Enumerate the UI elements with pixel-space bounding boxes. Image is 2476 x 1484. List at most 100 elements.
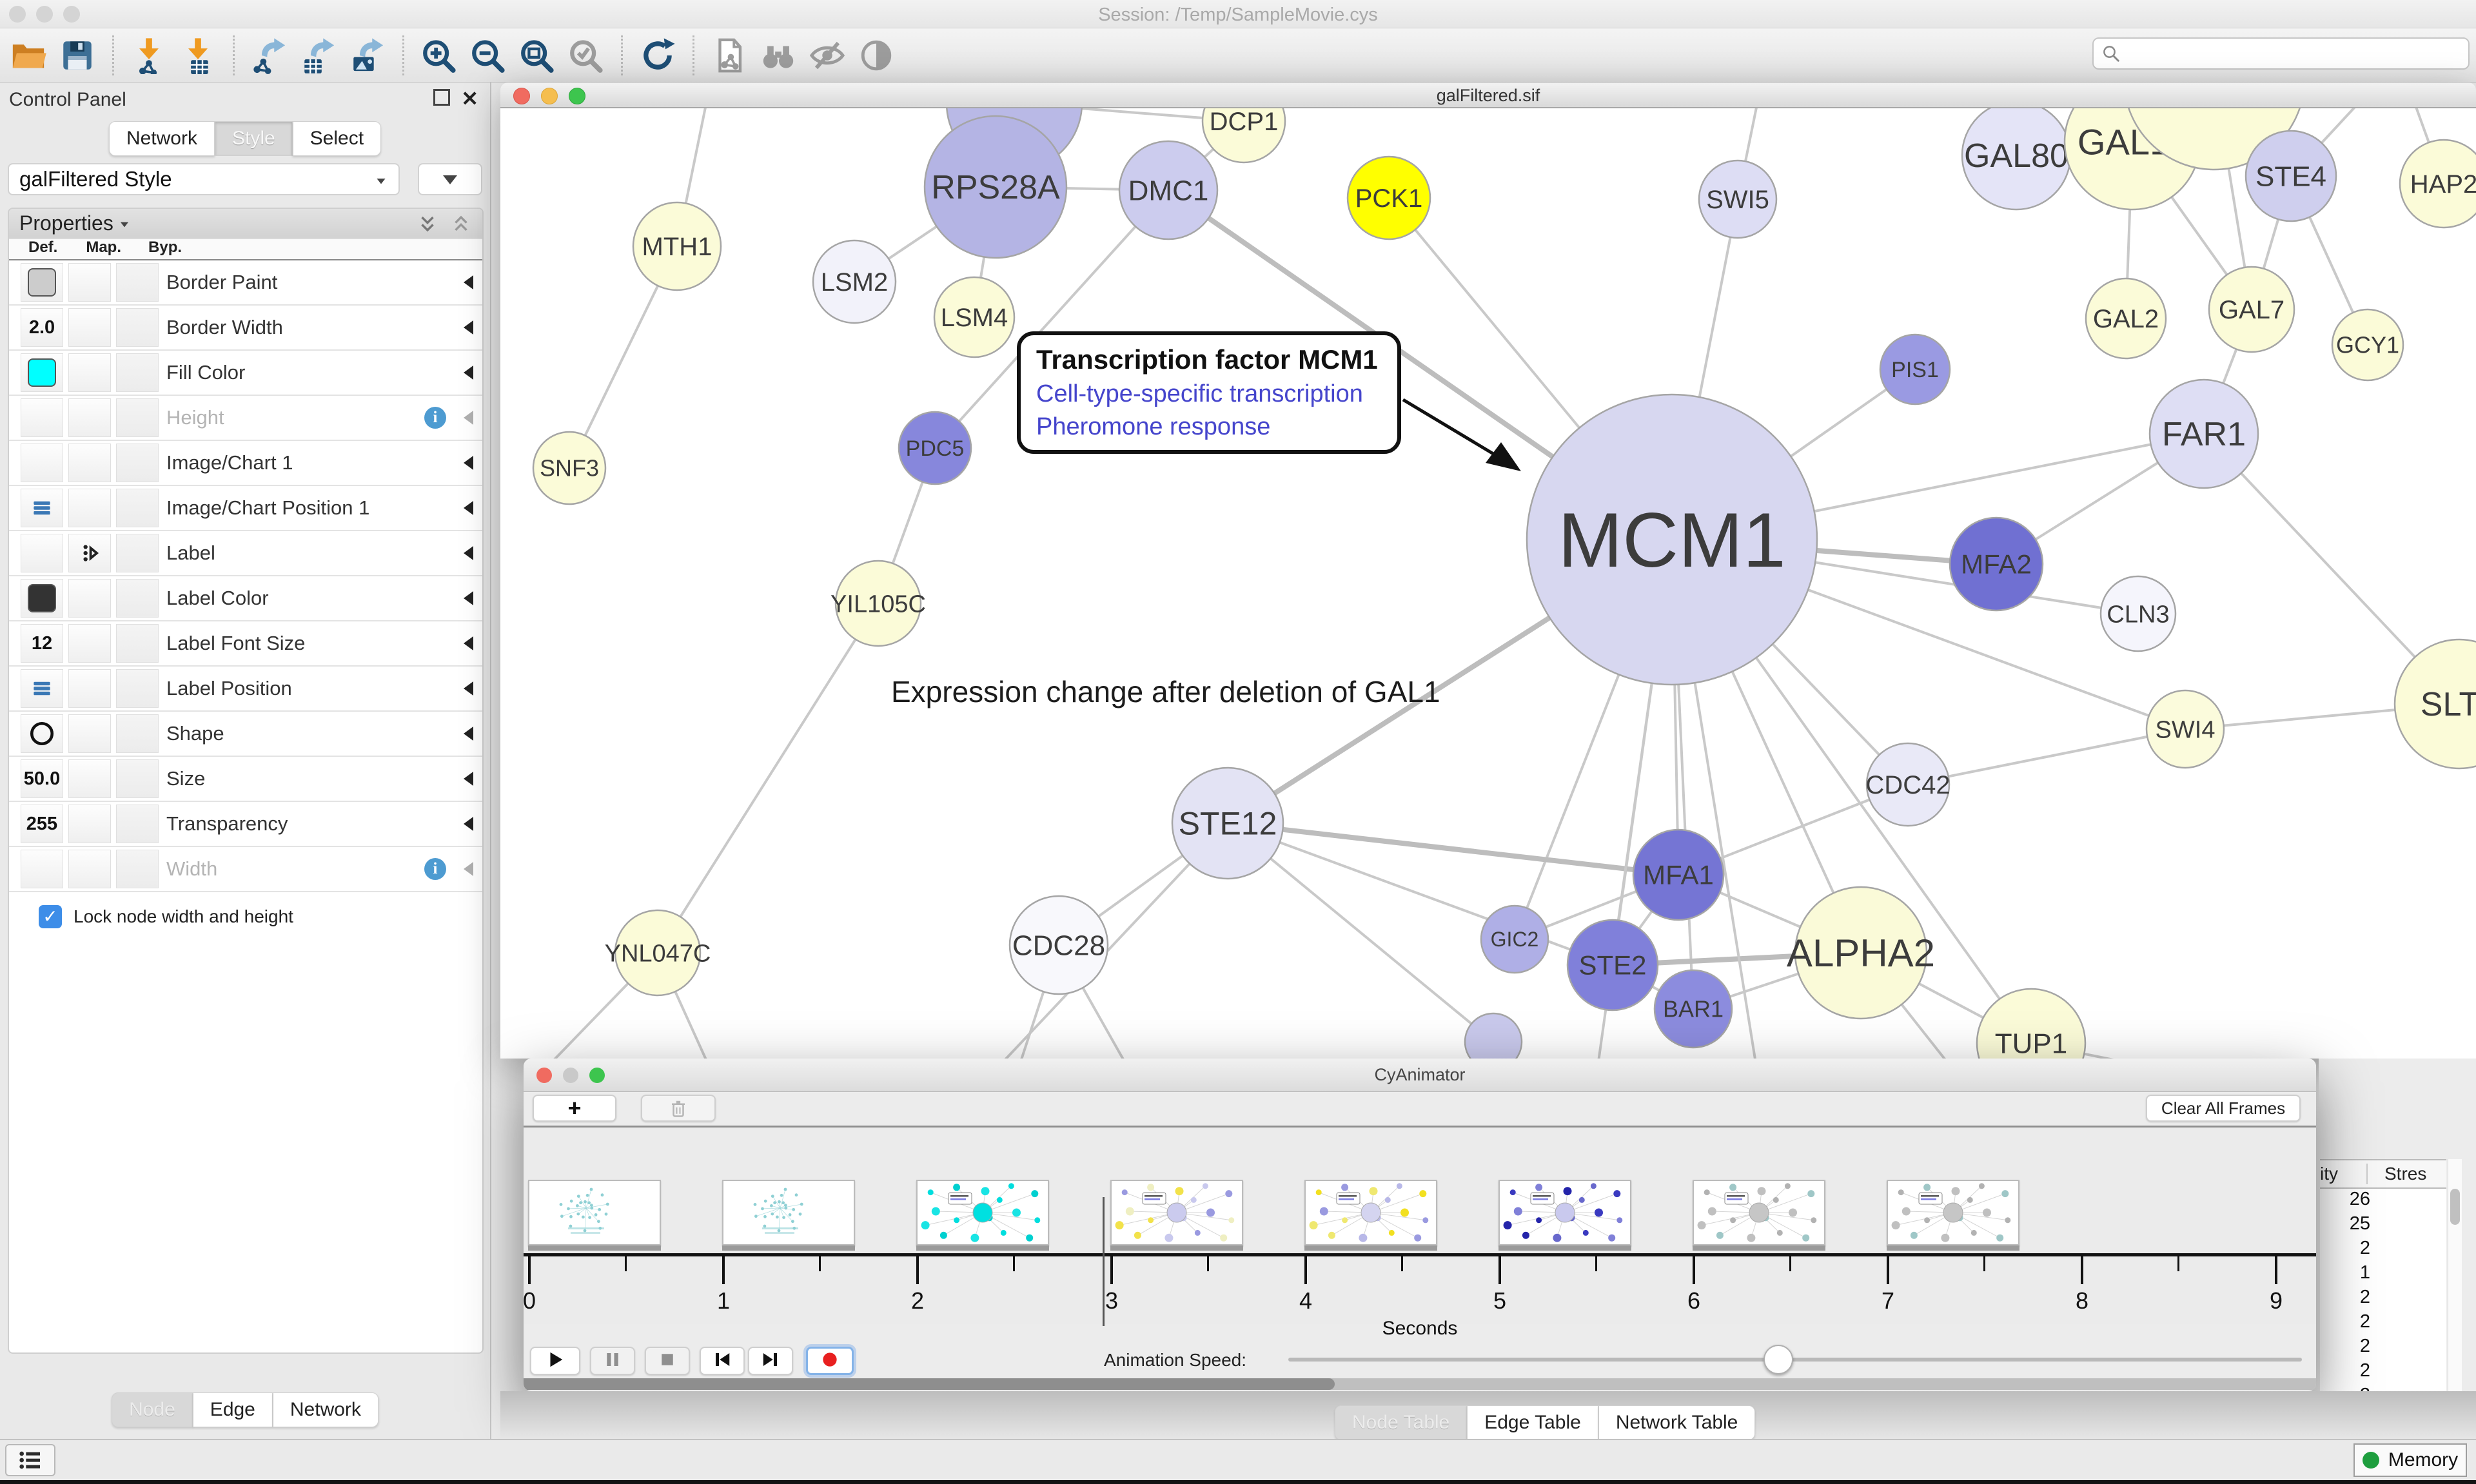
node-table-header[interactable]: ity Stres — [2320, 1160, 2446, 1189]
property-row-size[interactable]: 50.0 Size — [9, 757, 482, 802]
panel-menu-button[interactable] — [5, 1444, 55, 1476]
node-pdc5[interactable] — [898, 411, 972, 485]
expand-all-icon[interactable] — [417, 213, 438, 235]
node-lsm2[interactable] — [812, 239, 897, 324]
bypass-cell[interactable] — [116, 714, 159, 753]
close-window-icon[interactable] — [536, 1068, 552, 1083]
animation-frame-6[interactable] — [1693, 1180, 1825, 1251]
skip-start-button[interactable] — [700, 1347, 745, 1375]
node-alpha2[interactable] — [1794, 886, 1928, 1020]
tab-network-table[interactable]: Network Table — [1598, 1405, 1756, 1440]
default-value-cell[interactable]: 50.0 — [21, 759, 63, 798]
property-row-height[interactable]: Height i — [9, 396, 482, 441]
animation-frame-3[interactable] — [1110, 1180, 1243, 1251]
default-value-cell[interactable] — [21, 579, 63, 618]
slider-thumb[interactable] — [1764, 1345, 1793, 1374]
table-row[interactable]: 26 — [2349, 1189, 2370, 1209]
bypass-cell[interactable] — [116, 489, 159, 527]
edge-cdc42-swi4[interactable] — [1907, 728, 2186, 786]
cyanimator-titlebar[interactable]: CyAnimator — [524, 1059, 2316, 1092]
property-row-transparency[interactable]: 255 Transparency — [9, 802, 482, 847]
style-selector[interactable]: galFiltered Style — [8, 163, 400, 195]
node-mfa2[interactable] — [1949, 516, 2044, 612]
bypass-cell[interactable] — [116, 759, 159, 798]
tab-edge[interactable]: Edge — [192, 1392, 273, 1427]
bypass-cell[interactable] — [116, 444, 159, 482]
hide-details-button[interactable] — [806, 34, 849, 77]
node-cdc42[interactable] — [1865, 742, 1950, 827]
close-window-icon[interactable] — [9, 6, 26, 23]
property-row-image-chart-position-1[interactable]: Image/Chart Position 1 — [9, 486, 482, 531]
find-button[interactable] — [757, 34, 800, 77]
node-dmc1[interactable] — [1118, 140, 1219, 240]
scrollbar-thumb[interactable] — [524, 1378, 1335, 1390]
bypass-cell[interactable] — [116, 308, 159, 347]
apply-layout-button[interactable] — [636, 34, 679, 77]
play-button[interactable] — [530, 1347, 580, 1375]
record-button[interactable] — [806, 1347, 854, 1375]
node-swi4[interactable] — [2145, 689, 2225, 769]
property-row-width[interactable]: Width i — [9, 847, 482, 892]
node-slt2[interactable] — [2393, 638, 2476, 770]
minimize-window-icon[interactable] — [36, 6, 53, 23]
node-pis1[interactable] — [1879, 333, 1951, 405]
window-traffic-lights[interactable] — [9, 6, 80, 23]
expand-row-icon[interactable] — [457, 501, 473, 515]
node-yil105c[interactable] — [834, 560, 922, 647]
zoom-in-button[interactable] — [418, 34, 460, 77]
mapping-cell[interactable] — [68, 444, 111, 482]
table-row[interactable]: 2 — [2359, 1287, 2370, 1307]
node-ynl047c[interactable] — [614, 909, 702, 997]
tab-network[interactable]: Network — [108, 121, 215, 156]
export-network-button[interactable] — [248, 34, 291, 77]
float-panel-icon[interactable] — [433, 89, 450, 106]
properties-header[interactable]: Properties — [9, 209, 482, 239]
property-row-border-width[interactable]: 2.0 Border Width — [9, 306, 482, 351]
expand-row-icon[interactable] — [457, 275, 473, 289]
lock-size-checkbox[interactable]: ✓ — [39, 905, 62, 928]
expand-row-icon[interactable] — [457, 681, 473, 696]
property-row-label-font-size[interactable]: 12 Label Font Size — [9, 621, 482, 667]
save-session-button[interactable] — [56, 34, 99, 77]
mapping-cell[interactable] — [68, 759, 111, 798]
scrollbar-thumb[interactable] — [2450, 1189, 2460, 1225]
default-value-cell[interactable] — [21, 534, 63, 572]
mapping-cell[interactable] — [68, 398, 111, 437]
import-table-button[interactable] — [177, 34, 219, 77]
add-frame-button[interactable]: + — [533, 1095, 616, 1122]
zoom-window-icon[interactable] — [589, 1068, 605, 1083]
zoom-selected-button[interactable] — [565, 34, 607, 77]
property-row-border-paint[interactable]: Border Paint — [9, 260, 482, 306]
search-input[interactable] — [2127, 43, 2468, 64]
node-gal7[interactable] — [2208, 266, 2295, 353]
search-box[interactable] — [2092, 37, 2470, 70]
minimize-window-icon[interactable] — [563, 1068, 578, 1083]
default-value-cell[interactable] — [21, 850, 63, 888]
node-cdc28[interactable] — [1008, 895, 1109, 995]
timeline-scrollbar[interactable] — [524, 1378, 2316, 1390]
default-value-cell[interactable] — [21, 669, 63, 708]
default-value-cell[interactable] — [21, 444, 63, 482]
node-dcp1[interactable] — [1201, 108, 1286, 164]
edge-ste12-mfa1[interactable] — [1227, 821, 1679, 877]
close-window-icon[interactable] — [513, 88, 530, 104]
bypass-cell[interactable] — [116, 353, 159, 392]
node-mfa1[interactable] — [1632, 828, 1725, 921]
expand-row-icon[interactable] — [457, 456, 473, 470]
animation-frame-5[interactable] — [1498, 1180, 1631, 1251]
network-canvas[interactable]: MTH1 LSM2 LSM4 RPS28A DCP1 DMC1 PCK1 SWI5 GAL80 G… — [500, 108, 2476, 1059]
mapping-cell[interactable] — [68, 263, 111, 302]
tab-node-table[interactable]: Node Table — [1335, 1405, 1468, 1440]
show-details-button[interactable] — [855, 34, 898, 77]
node-hap2[interactable] — [2399, 139, 2476, 229]
open-session-button[interactable] — [7, 34, 50, 77]
collapse-all-icon[interactable] — [450, 213, 472, 235]
memory-button[interactable]: Memory — [2353, 1443, 2467, 1477]
expand-row-icon[interactable] — [457, 411, 473, 425]
property-row-label-color[interactable]: Label Color — [9, 576, 482, 621]
property-row-fill-color[interactable]: Fill Color — [9, 351, 482, 396]
expand-row-icon[interactable] — [457, 772, 473, 786]
table-scrollbar[interactable] — [2448, 1159, 2462, 1392]
node-swi5[interactable] — [1698, 159, 1778, 239]
node-cln3[interactable] — [2099, 575, 2177, 652]
